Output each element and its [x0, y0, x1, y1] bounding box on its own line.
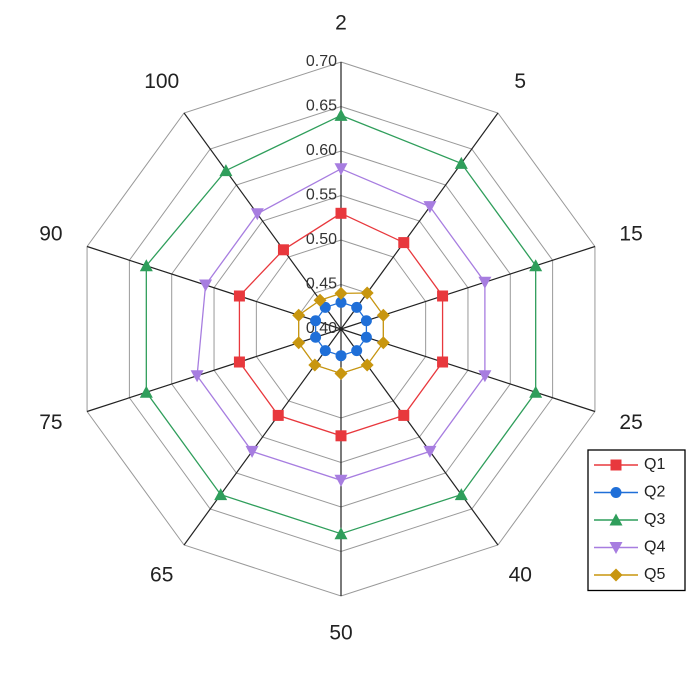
category-label: 5	[514, 70, 526, 93]
data-point	[478, 370, 492, 383]
category-label: 75	[39, 411, 62, 434]
data-point	[334, 367, 348, 380]
legend-marker	[610, 459, 622, 471]
data-point	[313, 293, 327, 307]
data-point	[360, 286, 374, 300]
legend-label: Q5	[644, 566, 665, 583]
data-point	[245, 445, 259, 458]
data-point	[334, 527, 348, 540]
data-point	[319, 345, 331, 357]
data-point	[310, 331, 322, 343]
y-tick-label: 0.50	[306, 231, 337, 248]
data-point	[398, 409, 410, 421]
data-point	[454, 488, 468, 501]
data-point	[139, 259, 153, 272]
data-point	[437, 356, 449, 368]
data-point	[292, 336, 306, 350]
data-point	[423, 445, 437, 458]
data-point	[351, 345, 363, 357]
category-label: 40	[509, 563, 532, 586]
y-tick-label: 0.70	[306, 53, 337, 70]
data-point	[272, 409, 284, 421]
data-point	[334, 163, 348, 176]
data-point	[351, 301, 363, 313]
legend-marker	[609, 542, 623, 554]
category-label: 15	[619, 222, 642, 245]
legend-marker	[609, 513, 623, 526]
data-point	[529, 259, 543, 272]
data-point	[454, 156, 468, 169]
data-point	[233, 356, 245, 368]
category-label: 65	[150, 563, 173, 586]
data-point	[478, 276, 492, 289]
legend-label: Q3	[644, 511, 665, 528]
data-point	[398, 237, 410, 249]
legend: Q1 Q2 Q3 Q4 Q5	[587, 449, 686, 592]
data-point	[376, 336, 390, 350]
data-point	[277, 244, 289, 256]
y-tick-label: 0.45	[306, 276, 337, 293]
data-point	[335, 430, 347, 442]
category-label: 100	[144, 70, 179, 93]
data-point	[334, 286, 348, 300]
legend-label: Q1	[644, 456, 665, 473]
data-point	[310, 315, 322, 327]
data-point	[335, 296, 347, 308]
legend-label: Q2	[644, 484, 665, 501]
data-point	[214, 488, 228, 501]
data-point	[190, 370, 204, 383]
data-point	[376, 308, 390, 322]
axis-spoke	[183, 112, 342, 330]
data-point	[360, 331, 372, 343]
category-label: 2	[335, 12, 347, 35]
data-point	[199, 279, 213, 292]
data-point	[319, 301, 331, 313]
data-point	[335, 207, 347, 219]
y-tick-label: 0.65	[306, 98, 337, 115]
data-point	[308, 358, 322, 372]
data-point	[250, 208, 264, 221]
data-point	[423, 201, 437, 214]
data-point	[219, 164, 233, 177]
data-point	[360, 358, 374, 372]
data-point	[335, 350, 347, 362]
category-label: 50	[329, 622, 352, 645]
data-point	[360, 315, 372, 327]
category-label: 90	[39, 222, 62, 245]
category-label: 25	[619, 411, 642, 434]
y-tick-label: 0.55	[306, 187, 337, 204]
data-point	[437, 290, 449, 302]
data-point	[292, 308, 306, 322]
legend-marker	[610, 487, 622, 498]
legend-label: Q4	[644, 539, 665, 556]
data-point	[233, 290, 245, 302]
data-point	[334, 108, 348, 121]
data-point	[334, 474, 348, 487]
data-point	[139, 385, 153, 398]
data-point	[529, 385, 543, 398]
y-tick-label: 0.60	[306, 142, 337, 159]
legend-marker	[609, 568, 623, 582]
